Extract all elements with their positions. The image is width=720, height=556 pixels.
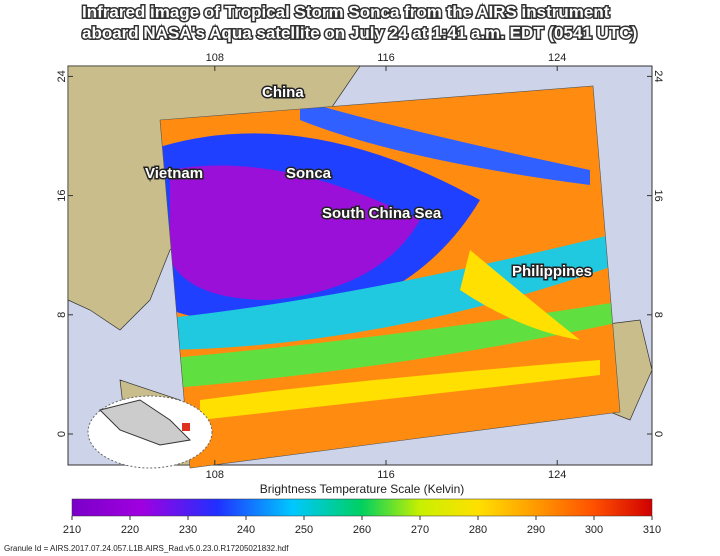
colorbar-tick-label: 310: [643, 524, 661, 536]
granule-id: Granule Id = AIRS.2017.07.24.057.L1B.AIR…: [4, 544, 289, 553]
lat-tick-label: 16: [652, 189, 664, 201]
colorbar-tick-label: 240: [237, 524, 255, 536]
lon-tick-label: 116: [377, 469, 395, 481]
place-label: South China Sea: [322, 205, 442, 222]
colorbar-tick-label: 300: [585, 524, 603, 536]
title-line: aboard NASA's Aqua satellite on July 24 …: [82, 23, 637, 42]
swath: [160, 86, 620, 468]
colorbar-tick-label: 250: [295, 524, 313, 536]
colorbar-tick-label: 280: [469, 524, 487, 536]
lat-tick-label: 16: [56, 189, 68, 201]
lon-tick-label: 116: [377, 52, 395, 64]
colorbar-tick-label: 290: [527, 524, 545, 536]
colorbar-tick-label: 260: [353, 524, 371, 536]
title-line: Infrared image of Tropical Storm Sonca f…: [82, 2, 610, 21]
lat-tick-label: 0: [652, 431, 664, 437]
inset-globe: [87, 395, 213, 469]
place-label: Vietnam: [145, 165, 203, 182]
colorbar-title: Brightness Temperature Scale (Kelvin): [260, 482, 465, 496]
place-label: China: [262, 84, 304, 101]
colorbar-tick-label: 210: [63, 524, 81, 536]
swath-edge: [159, 85, 621, 469]
map: [67, 65, 653, 469]
lon-tick-label: 108: [206, 52, 224, 64]
colorbar-tick-label: 220: [121, 524, 139, 536]
colorbar-tick-label: 230: [179, 524, 197, 536]
colorbar: [71, 498, 653, 517]
lon-tick-label: 124: [548, 469, 566, 481]
place-label: Sonca: [286, 165, 332, 182]
lat-tick-label: 24: [56, 70, 68, 82]
lat-tick-label: 24: [652, 70, 664, 82]
lat-tick-label: 8: [652, 312, 664, 318]
colorbar-tick-label: 270: [411, 524, 429, 536]
lon-tick-label: 108: [206, 469, 224, 481]
lat-tick-label: 8: [56, 312, 68, 318]
lon-tick-label: 124: [548, 52, 566, 64]
lat-tick-label: 0: [56, 431, 68, 437]
place-label: Philippines: [512, 263, 592, 280]
